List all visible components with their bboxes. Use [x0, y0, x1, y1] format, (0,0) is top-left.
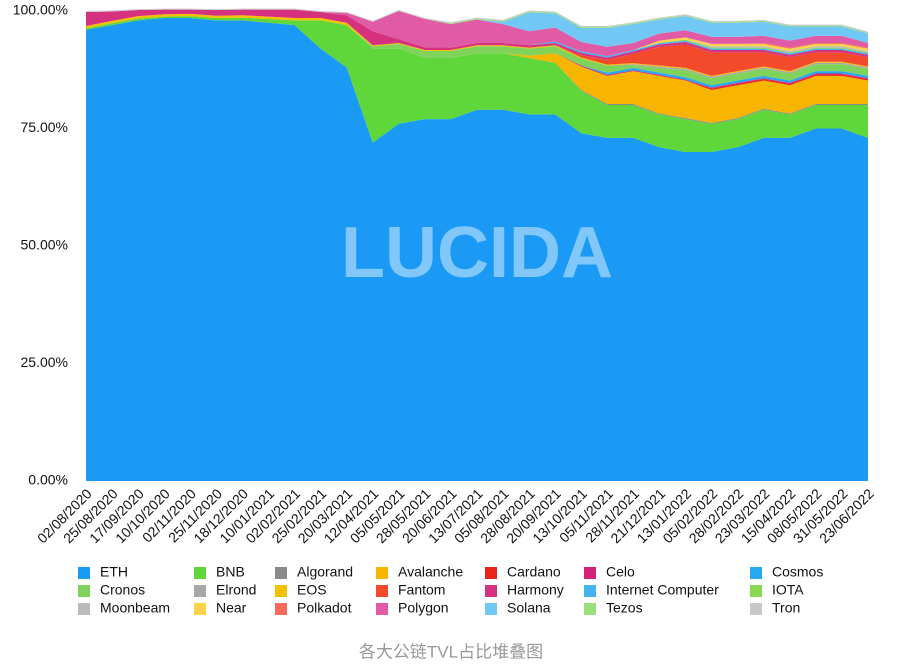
legend-label: Internet Computer: [606, 582, 719, 598]
legend-swatch: [750, 603, 762, 615]
legend-swatch: [485, 567, 497, 579]
area: [86, 18, 868, 482]
area: [86, 9, 868, 57]
legend-swatch: [750, 585, 762, 597]
y-tick-label: 25.00%: [21, 354, 68, 370]
legend-label: Cardano: [507, 564, 561, 580]
legend-swatch: [194, 585, 206, 597]
area: [86, 16, 868, 86]
legend-swatch: [78, 603, 90, 615]
legend-label: EOS: [297, 582, 327, 598]
chart-title: 各大公链TVL占比堆叠图: [359, 642, 543, 661]
legend-label: ETH: [100, 564, 128, 580]
legend-swatch: [376, 585, 388, 597]
area: [86, 13, 868, 76]
legend-swatch: [194, 603, 206, 615]
y-tick-label: 0.00%: [28, 472, 68, 488]
area: [86, 16, 868, 123]
legend-swatch: [275, 603, 287, 615]
legend-label: Near: [216, 600, 247, 616]
area: [86, 16, 868, 153]
legend-swatch: [194, 567, 206, 579]
area: [86, 9, 868, 57]
legend-swatch: [376, 603, 388, 615]
legend-swatch: [485, 603, 497, 615]
legend-label: Moonbeam: [100, 600, 170, 616]
legend-swatch: [275, 585, 287, 597]
y-tick-label: 50.00%: [21, 237, 68, 253]
watermark: LUCIDA: [341, 213, 613, 293]
legend-label: Tezos: [606, 600, 643, 616]
legend-swatch: [78, 567, 90, 579]
legend-label: Fantom: [398, 582, 445, 598]
legend-label: Elrond: [216, 582, 256, 598]
legend-label: Algorand: [297, 564, 353, 580]
area: [86, 9, 868, 47]
legend-swatch: [750, 567, 762, 579]
legend-label: Tron: [772, 600, 800, 616]
legend-swatch: [275, 567, 287, 579]
plot-area: [86, 8, 868, 482]
legend-label: Celo: [606, 564, 635, 580]
legend-swatch: [78, 585, 90, 597]
legend-label: Cosmos: [772, 564, 823, 580]
legend-label: Solana: [507, 600, 551, 616]
legend-label: Cronos: [100, 582, 145, 598]
legend-label: Polkadot: [297, 600, 352, 616]
legend-swatch: [584, 567, 596, 579]
legend-swatch: [376, 567, 388, 579]
legend-label: BNB: [216, 564, 245, 580]
legend-swatch: [485, 585, 497, 597]
legend-swatch: [584, 603, 596, 615]
legend-label: IOTA: [772, 582, 804, 598]
y-tick-label: 100.00%: [13, 2, 68, 18]
y-tick-label: 75.00%: [21, 119, 68, 135]
legend-label: Harmony: [507, 582, 564, 598]
area: [86, 9, 868, 60]
legend-label: Polygon: [398, 600, 449, 616]
legend-swatch: [584, 585, 596, 597]
legend-label: Avalanche: [398, 564, 463, 580]
